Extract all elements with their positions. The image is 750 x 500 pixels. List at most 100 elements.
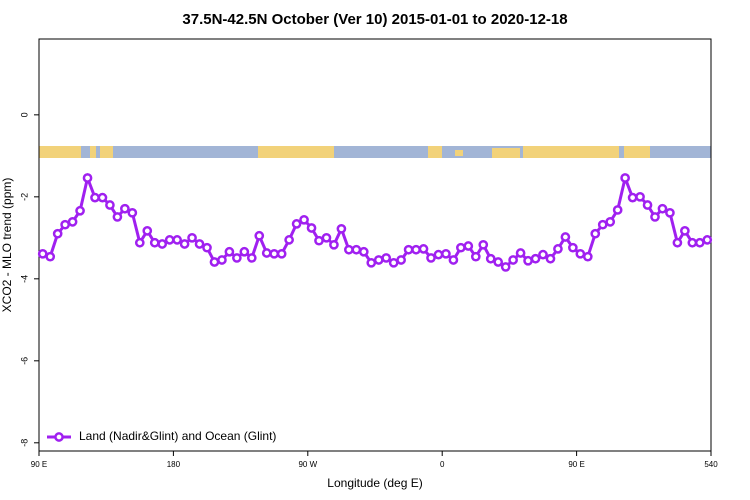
y-tick-label: -8 [19, 439, 29, 447]
data-point [470, 251, 481, 262]
data-point [493, 257, 504, 267]
data-point [650, 212, 660, 222]
land-band [428, 146, 442, 158]
x-axis-label: Longitude (deg E) [327, 476, 422, 490]
data-point [665, 207, 675, 218]
data-point [82, 173, 93, 183]
data-point [627, 192, 638, 203]
data-point [545, 253, 556, 264]
data-point [172, 235, 182, 245]
data-point [284, 235, 294, 245]
map-band [39, 146, 711, 158]
land-band [100, 146, 113, 158]
data-point [321, 232, 332, 243]
data-point [209, 257, 220, 267]
data-point [202, 242, 212, 253]
x-tick-label: 180 [167, 460, 181, 469]
land-band [624, 146, 650, 158]
data-point [60, 219, 70, 230]
data-point [680, 226, 690, 236]
data-point [336, 223, 347, 234]
data-point [127, 207, 138, 218]
y-axis-label: XCO2 - MLO trend (ppm) [0, 178, 14, 313]
x-tick-label: 540 [704, 460, 718, 469]
data-point [612, 205, 623, 215]
data-point [67, 216, 78, 227]
data-point [75, 205, 85, 216]
y-tick-label: -6 [19, 357, 29, 365]
data-point [575, 248, 586, 259]
data-point [351, 244, 362, 255]
land-band [90, 146, 96, 158]
data-point [179, 239, 190, 249]
data-point [232, 253, 242, 263]
land-band [258, 146, 334, 158]
data-point [142, 226, 153, 236]
data-point [485, 253, 496, 264]
x-tick-label: 90 E [568, 460, 584, 469]
y-tick-label: -4 [19, 275, 29, 283]
data-point [590, 228, 601, 239]
data-point [560, 232, 571, 242]
data-point [411, 244, 421, 255]
y-tick-label: -2 [19, 193, 29, 201]
data-point [388, 257, 399, 268]
data-point [261, 248, 272, 258]
data-point [224, 246, 235, 257]
data-point [291, 219, 302, 229]
data-point [441, 248, 451, 259]
data-point [52, 228, 63, 239]
data-point [500, 262, 511, 272]
data-point [433, 249, 444, 260]
data-point [657, 203, 668, 214]
data-point [97, 192, 108, 203]
land-band [39, 146, 81, 158]
data-point [694, 237, 705, 248]
legend-marker [54, 432, 64, 442]
x-tick-label: 90 E [31, 460, 47, 469]
chart-title: 37.5N-42.5N October (Ver 10) 2015-01-01 … [182, 11, 567, 28]
data-point [90, 192, 100, 203]
data-point [553, 244, 563, 254]
land-band [523, 146, 619, 158]
data-point [112, 212, 123, 222]
data-point [37, 248, 48, 259]
data-point [187, 232, 197, 243]
x-tick-label: 0 [440, 460, 445, 469]
data-point [344, 244, 354, 255]
data-point [687, 237, 698, 248]
x-tick-label: 90 W [298, 460, 317, 469]
data-point [515, 248, 526, 258]
data-point [508, 255, 518, 265]
data-point [620, 173, 630, 183]
data-point [45, 251, 56, 262]
data-point [702, 235, 713, 245]
data-point [396, 255, 406, 265]
data-point [426, 253, 436, 263]
data-point [672, 237, 683, 248]
data-point [306, 223, 317, 233]
data-point [299, 214, 309, 225]
data-point [366, 257, 377, 268]
legend-label: Land (Nadir&Glint) and Ocean (Glint) [79, 429, 276, 443]
data-point [120, 203, 130, 214]
data-point [217, 255, 227, 265]
data-point [418, 244, 429, 254]
data-point [456, 242, 466, 253]
data-point [276, 248, 287, 259]
data-point [269, 248, 280, 259]
land-band [455, 150, 463, 156]
data-point [635, 191, 645, 202]
data-point [642, 200, 653, 210]
data-point [314, 235, 324, 246]
data-point [582, 251, 593, 262]
data-point [134, 237, 145, 248]
data-point [530, 253, 541, 264]
data-point [538, 249, 548, 260]
data-point [105, 200, 115, 210]
data-point [373, 255, 384, 265]
data-point [254, 230, 265, 241]
data-point [605, 216, 616, 227]
data-point [523, 255, 533, 266]
